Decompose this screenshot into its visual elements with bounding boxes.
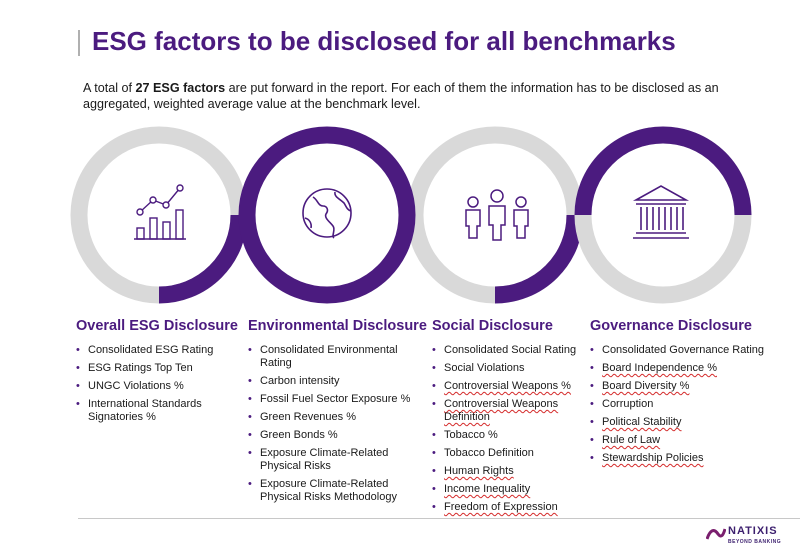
column-heading: Overall ESG Disclosure <box>76 318 238 334</box>
arc-governance-top <box>574 126 752 216</box>
people-group-icon <box>465 189 529 241</box>
page-title: ESG factors to be disclosed for all benc… <box>92 26 676 56</box>
logo-name: NATIXIS <box>728 525 778 537</box>
factor-list: Consolidated Social Rating Social Violat… <box>432 344 588 514</box>
list-item: Rule of Law <box>590 434 785 447</box>
column-heading: Environmental Disclosure <box>248 318 427 334</box>
arc-overall-bottom <box>158 214 248 304</box>
list-item: Controversial Weapons Definition <box>432 398 588 424</box>
list-item: Controversial Weapons % <box>432 380 588 393</box>
list-item: Tobacco Definition <box>432 447 588 460</box>
list-item: Green Bonds % <box>248 429 426 442</box>
list-item: Fossil Fuel Sector Exposure % <box>248 393 426 406</box>
ring-chain-graphic <box>70 126 752 304</box>
list-item: ESG Ratings Top Ten <box>76 362 246 375</box>
intro-prefix: A total of <box>83 81 136 95</box>
column-environmental: Environmental Disclosure Consolidated En… <box>248 318 427 509</box>
list-item: Social Violations <box>432 362 588 375</box>
list-item: Green Revenues % <box>248 411 426 424</box>
list-item: Income Inequality <box>432 483 588 496</box>
list-item: International Standards Signatories % <box>76 398 246 424</box>
factor-list: Consolidated Governance Rating Board Ind… <box>590 344 785 465</box>
arc-social-bottom <box>494 214 584 304</box>
intro-text: A total of 27 ESG factors are put forwar… <box>83 80 723 112</box>
column-governance: Governance Disclosure Consolidated Gover… <box>590 318 785 470</box>
list-item: Exposure Climate-Related Physical Risks … <box>248 478 426 504</box>
natixis-logo: NATIXIS BEYOND BANKING <box>706 523 796 549</box>
intro-bold: 27 ESG factors <box>135 81 226 95</box>
footer-divider <box>78 518 800 519</box>
factor-list: Consolidated Environmental Rating Carbon… <box>248 344 426 504</box>
ring-environmental <box>238 126 416 304</box>
column-social: Social Disclosure Consolidated Social Ra… <box>432 318 588 519</box>
list-item: Consolidated Governance Rating <box>590 344 785 357</box>
list-item: UNGC Violations % <box>76 380 246 393</box>
list-item: Political Stability <box>590 416 785 429</box>
list-item: Exposure Climate-Related Physical Risks <box>248 447 426 473</box>
list-item: Corruption <box>590 398 785 411</box>
column-overall: Overall ESG Disclosure Consolidated ESG … <box>76 318 246 429</box>
list-item: Human Rights <box>432 465 588 478</box>
list-item: Tobacco % <box>432 429 588 442</box>
list-item: Freedom of Expression <box>432 501 588 514</box>
list-item: Board Independence % <box>590 362 785 375</box>
natixis-logo-mark-icon <box>706 528 726 540</box>
intro-suffix: are put forward in the report. For each … <box>83 81 719 111</box>
institution-building-icon <box>632 185 690 239</box>
bar-chart-growth-icon <box>134 184 186 240</box>
list-item: Board Diversity % <box>590 380 785 393</box>
globe-icon <box>302 188 352 239</box>
column-heading: Social Disclosure <box>432 318 553 334</box>
list-item: Consolidated Environmental Rating <box>248 344 426 370</box>
factor-list: Consolidated ESG Rating ESG Ratings Top … <box>76 344 246 424</box>
list-item: Consolidated ESG Rating <box>76 344 246 357</box>
list-item: Carbon intensity <box>248 375 426 388</box>
title-accent-bar <box>78 30 80 56</box>
logo-tagline: BEYOND BANKING <box>728 539 782 545</box>
column-heading: Governance Disclosure <box>590 318 752 334</box>
list-item: Consolidated Social Rating <box>432 344 588 357</box>
list-item: Stewardship Policies <box>590 452 785 465</box>
